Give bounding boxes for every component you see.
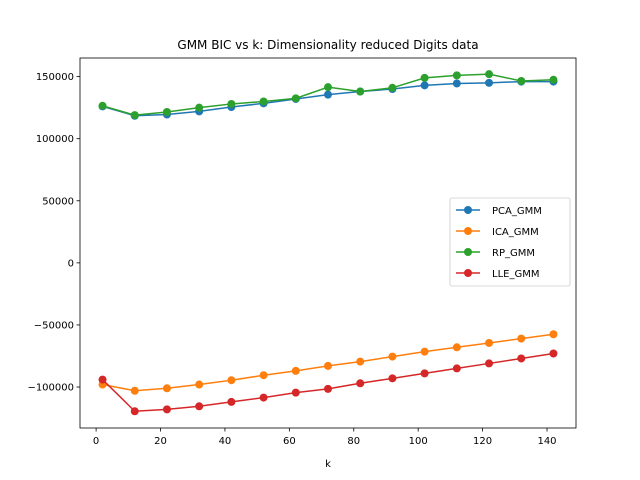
data-point-rp-gmm <box>130 111 139 120</box>
data-point-ica-gmm <box>291 366 300 375</box>
data-point-rp-gmm <box>259 97 268 106</box>
chart-title: GMM BIC vs k: Dimensionality reduced Dig… <box>177 38 478 52</box>
data-point-lle-gmm <box>324 384 332 393</box>
data-point-rp-gmm <box>98 101 107 110</box>
data-point-lle-gmm <box>259 393 268 402</box>
plot-area <box>79 57 577 429</box>
y-tick-label: 100000 <box>36 134 74 145</box>
data-point-rp-gmm <box>517 76 526 85</box>
legend-box <box>449 197 571 287</box>
data-point-rp-gmm <box>162 108 171 117</box>
data-point-ica-gmm <box>356 357 365 366</box>
data-point-ica-gmm <box>227 376 236 385</box>
x-tick-label: 20 <box>154 436 167 447</box>
data-point-rp-gmm <box>452 71 461 80</box>
data-point-ica-gmm <box>420 347 429 356</box>
data-point-lle-gmm <box>98 375 107 384</box>
y-tick-label: −100000 <box>27 383 74 394</box>
legend-label-ica-gmm: ICA_GMM <box>492 227 539 238</box>
x-tick-label: 100 <box>409 436 428 447</box>
data-point-rp-gmm <box>420 73 429 82</box>
data-point-lle-gmm <box>388 374 397 383</box>
y-axis-ticks: −100000 −50000 0 50000 100000 150000 <box>27 72 80 394</box>
x-tick-label: 140 <box>537 436 556 447</box>
x-tick-label: 80 <box>347 436 360 447</box>
data-point-ica-gmm <box>162 384 171 393</box>
data-point-ica-gmm <box>549 330 558 339</box>
data-point-lle-gmm <box>452 364 461 373</box>
data-point-ica-gmm <box>324 361 332 370</box>
series-layer <box>98 70 558 416</box>
data-point-ica-gmm <box>195 380 204 389</box>
y-tick-label: 50000 <box>42 196 74 207</box>
data-point-pca-gmm <box>485 78 494 87</box>
data-point-rp-gmm <box>549 75 558 84</box>
data-point-rp-gmm <box>291 94 300 103</box>
data-point-ica-gmm <box>388 352 397 361</box>
data-point-rp-gmm <box>324 83 332 92</box>
x-axis-title: k <box>325 459 331 470</box>
data-point-lle-gmm <box>130 407 139 416</box>
y-tick-label: 0 <box>68 258 74 269</box>
legend-marker-rp-gmm <box>464 248 472 256</box>
y-tick-label: −50000 <box>34 320 74 331</box>
data-point-lle-gmm <box>549 349 558 358</box>
legend-marker-lle-gmm <box>464 269 472 277</box>
legend-marker-pca-gmm <box>464 206 472 214</box>
x-tick-label: 120 <box>473 436 492 447</box>
data-point-lle-gmm <box>291 388 300 397</box>
x-tick-label: 0 <box>93 436 99 447</box>
plot-frame <box>79 57 577 429</box>
data-point-rp-gmm <box>356 87 365 96</box>
data-point-rp-gmm <box>195 103 204 112</box>
x-axis-ticks: 0 20 40 60 80 100 120 140 <box>93 428 557 447</box>
data-point-rp-gmm <box>388 83 397 92</box>
data-point-ica-gmm <box>452 343 461 352</box>
data-point-rp-gmm <box>485 70 494 79</box>
legend: PCA_GMM ICA_GMM RP_GMM LLE_GMM <box>449 197 571 287</box>
data-point-lle-gmm <box>227 397 236 406</box>
data-point-pca-gmm <box>420 81 429 90</box>
legend-label-rp-gmm: RP_GMM <box>492 248 535 259</box>
data-point-ica-gmm <box>485 338 494 347</box>
data-point-pca-gmm <box>324 90 332 99</box>
y-tick-label: 150000 <box>36 72 74 83</box>
x-tick-label: 60 <box>283 436 296 447</box>
legend-label-pca-gmm: PCA_GMM <box>492 206 542 217</box>
data-point-lle-gmm <box>162 405 171 414</box>
data-point-pca-gmm <box>452 79 461 88</box>
x-tick-label: 40 <box>219 436 232 447</box>
data-point-ica-gmm <box>259 371 268 380</box>
data-point-lle-gmm <box>356 379 365 388</box>
data-point-rp-gmm <box>227 99 236 108</box>
data-point-ica-gmm <box>130 386 139 395</box>
data-point-lle-gmm <box>195 402 204 411</box>
data-point-lle-gmm <box>517 354 526 363</box>
legend-marker-ica-gmm <box>464 227 472 235</box>
data-point-lle-gmm <box>485 359 494 368</box>
data-point-ica-gmm <box>517 334 526 343</box>
legend-label-lle-gmm: LLE_GMM <box>492 269 539 280</box>
data-point-lle-gmm <box>420 369 429 378</box>
